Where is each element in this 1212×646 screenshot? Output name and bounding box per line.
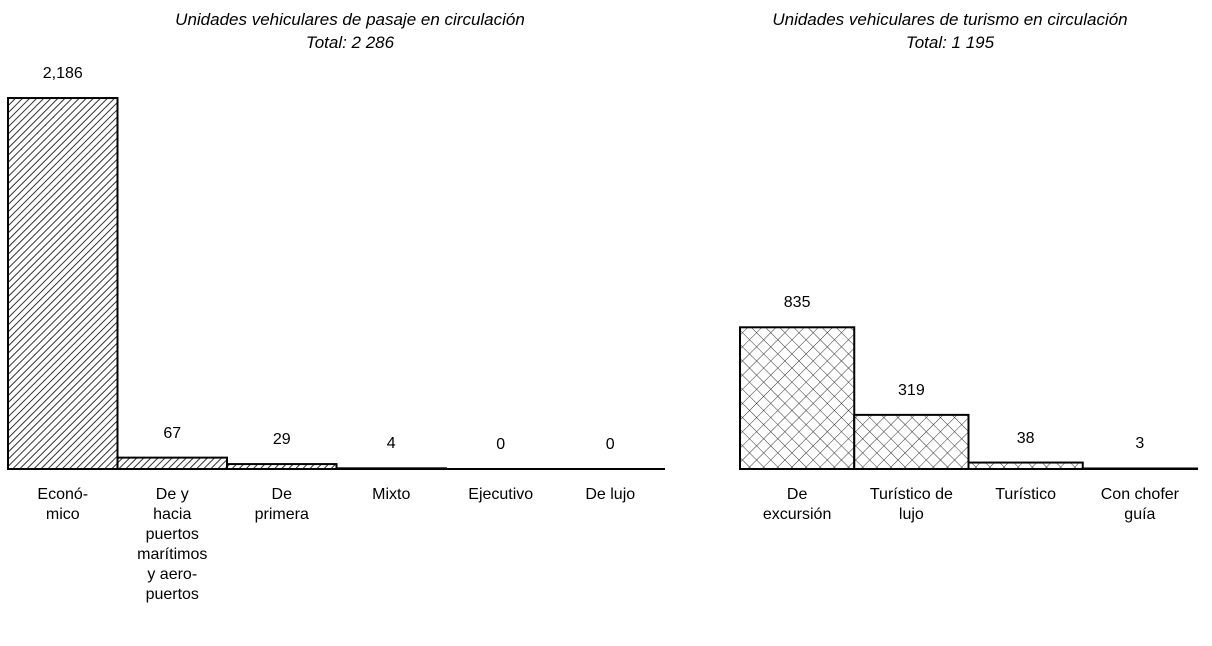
category-label: De y hacia puertos marítimos y aero- pue… [137,486,208,603]
value-label: 835 [783,294,811,312]
category-label: Con chofer guía [1100,486,1179,523]
bar [739,326,856,470]
bar [7,97,119,470]
category-label: Ejecutivo [468,486,534,503]
bar [116,456,228,470]
value-label: 0 [605,436,615,453]
category-label: Turístico de lujo [869,486,953,523]
value-label: 3 [1135,435,1145,453]
chart-title: Unidades vehiculares de turismo en circu… [772,10,1128,29]
category-label: De excursión [762,486,832,523]
bar [853,413,970,470]
category-label: De lujo [585,486,636,503]
value-label: 319 [898,381,925,399]
category-label: Mixto [372,486,411,503]
category-label: De primera [254,486,309,523]
category-label: Econó- mico [37,486,89,523]
value-label: 2,186 [42,65,83,83]
value-label: 38 [1016,429,1035,447]
value-label: 67 [163,424,182,442]
value-label: 4 [386,435,396,453]
chart-subtitle: Total: 2 286 [305,33,395,52]
chart-subtitle: Total: 1 195 [905,33,995,52]
chart-title: Unidades vehiculares de pasaje en circul… [175,10,525,29]
category-label: Turístico [995,486,1056,503]
value-label: 29 [272,431,291,449]
value-label: 0 [496,436,506,453]
